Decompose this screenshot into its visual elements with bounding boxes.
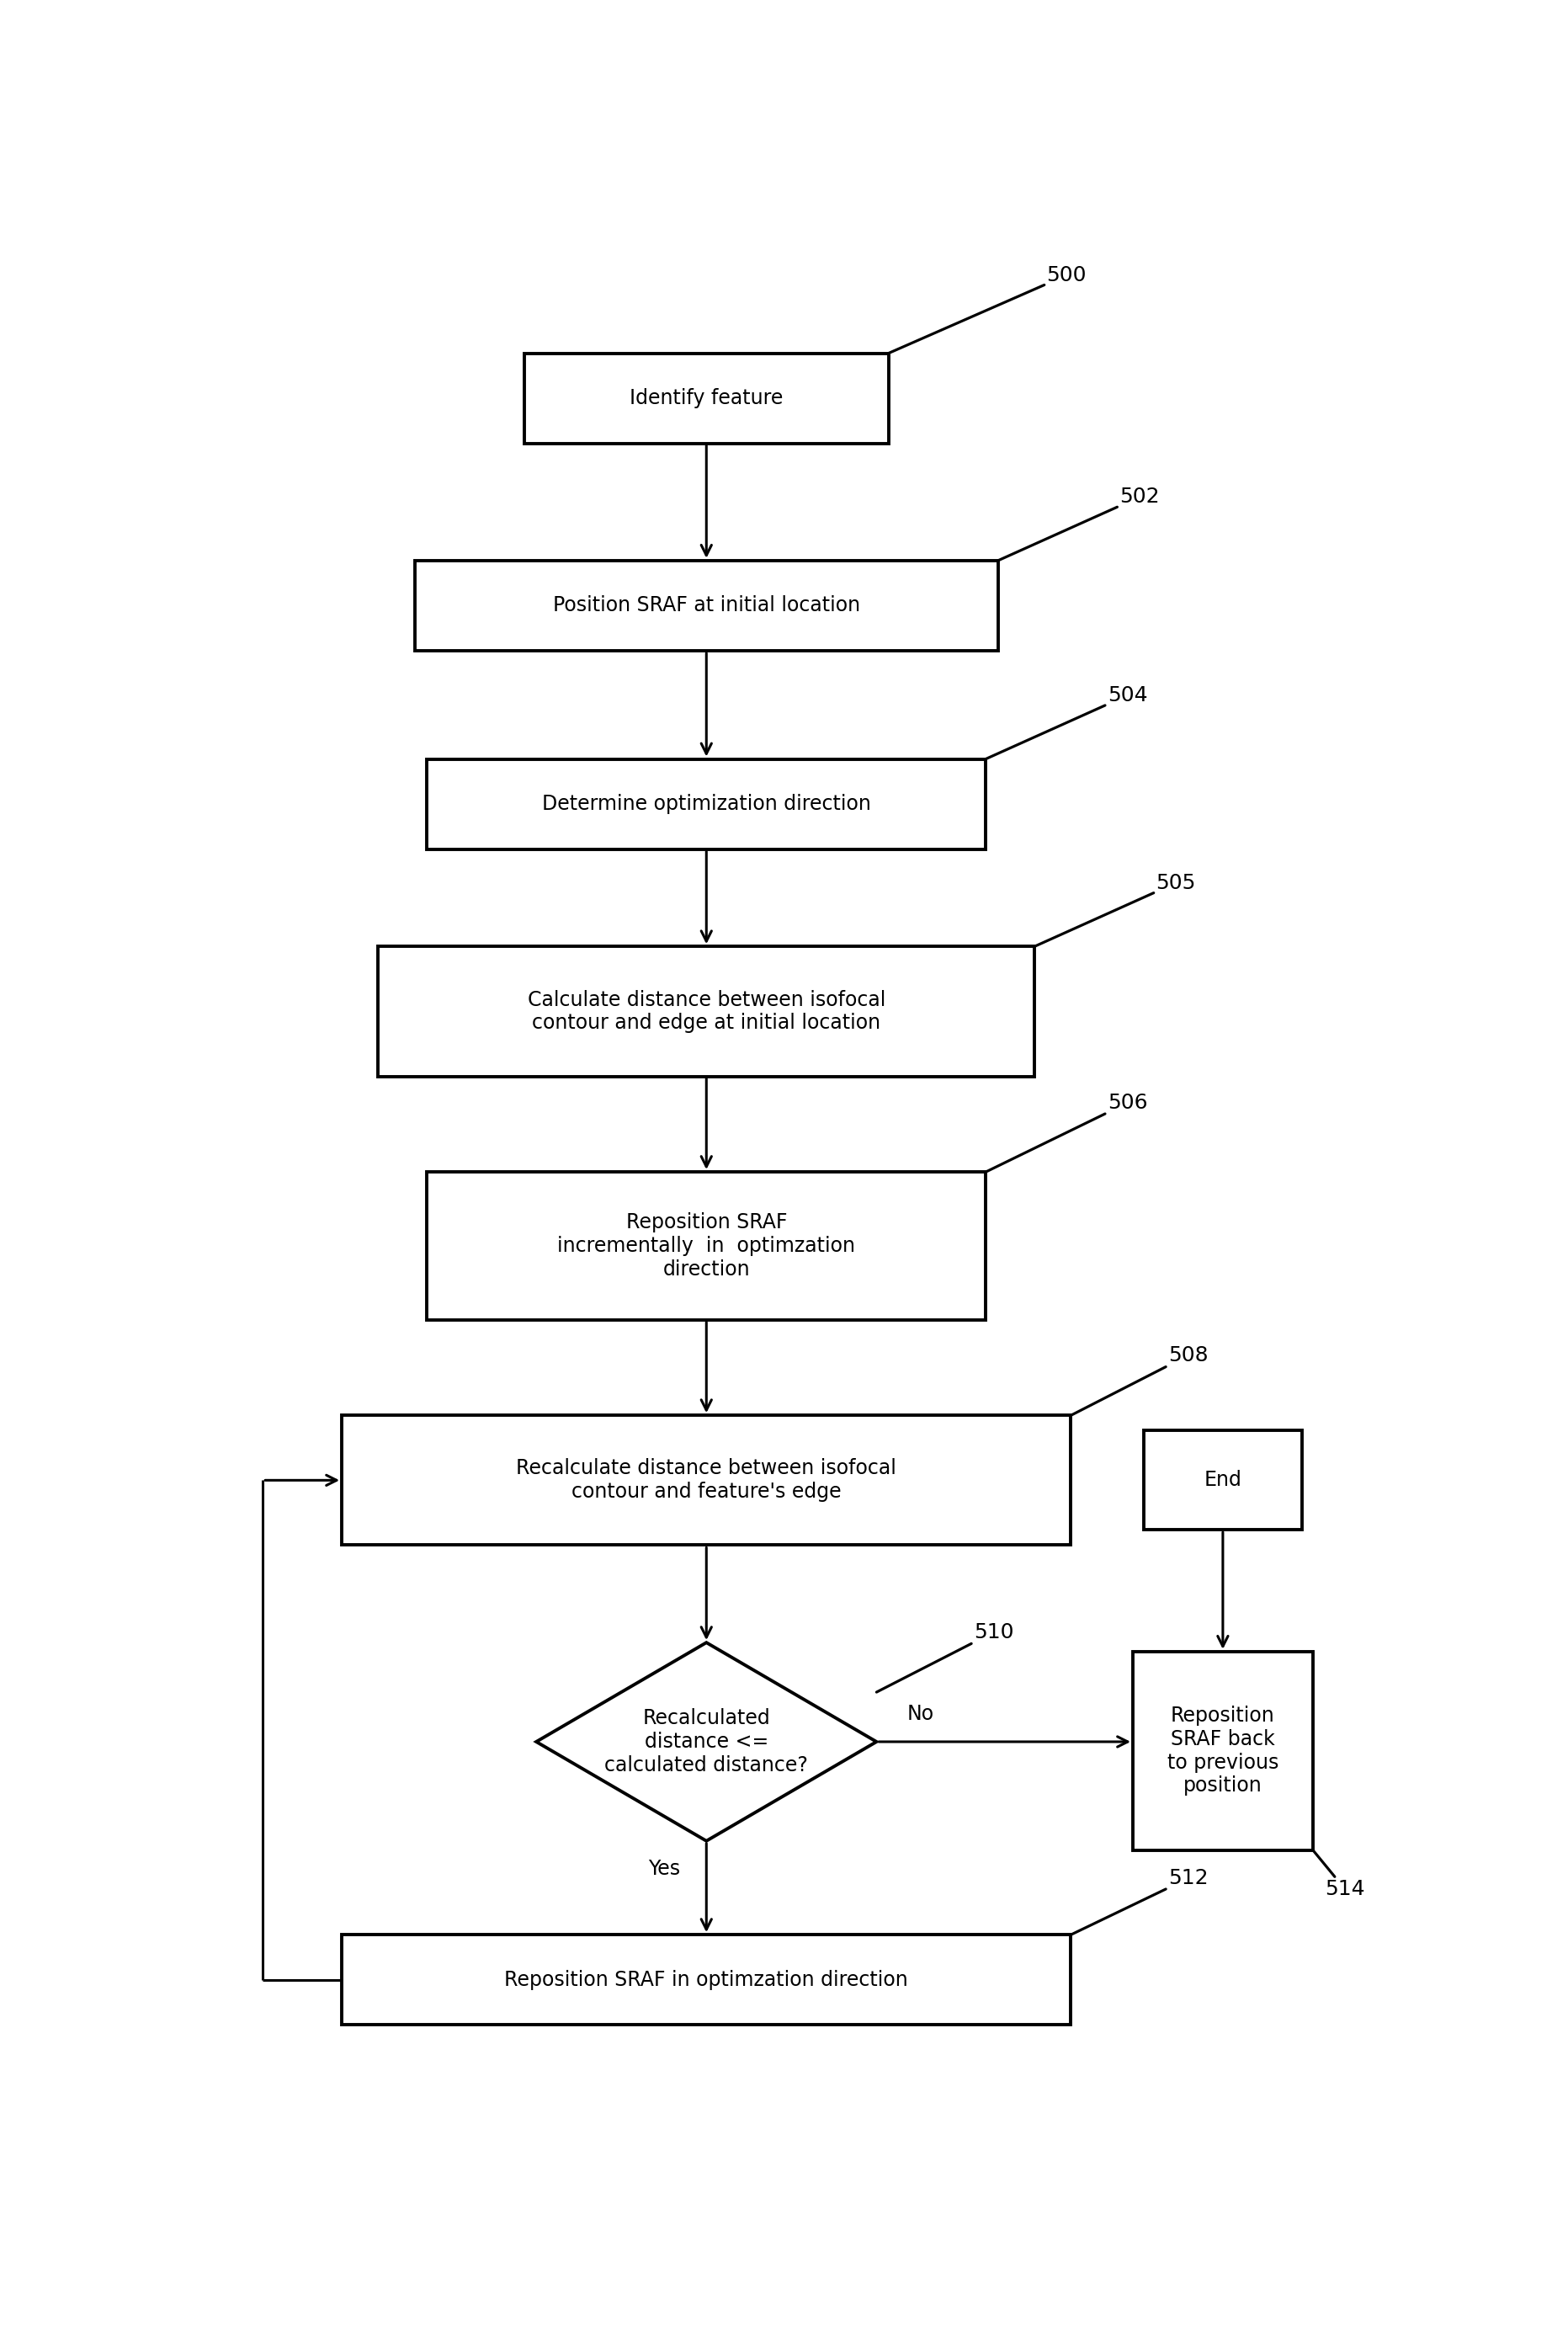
FancyBboxPatch shape (378, 946, 1035, 1077)
FancyBboxPatch shape (1145, 1431, 1301, 1529)
Text: 502: 502 (999, 487, 1160, 560)
Text: 500: 500 (889, 265, 1087, 354)
Text: 506: 506 (986, 1094, 1148, 1171)
FancyBboxPatch shape (426, 759, 986, 850)
Text: 512: 512 (1071, 1869, 1209, 1934)
Polygon shape (536, 1642, 877, 1841)
Text: Identify feature: Identify feature (630, 389, 782, 408)
FancyBboxPatch shape (342, 1934, 1071, 2026)
Text: End: End (1204, 1471, 1242, 1490)
Text: No: No (906, 1703, 935, 1724)
Text: 514: 514 (1312, 1850, 1366, 1899)
Text: 504: 504 (986, 686, 1148, 759)
FancyBboxPatch shape (342, 1415, 1071, 1546)
Text: Position SRAF at initial location: Position SRAF at initial location (554, 595, 859, 616)
Text: 505: 505 (1035, 874, 1196, 946)
Text: Recalculate distance between isofocal
contour and feature's edge: Recalculate distance between isofocal co… (516, 1459, 897, 1501)
FancyBboxPatch shape (524, 354, 889, 443)
Text: 508: 508 (1071, 1344, 1209, 1415)
Text: Reposition SRAF
incrementally  in  optimzation
direction: Reposition SRAF incrementally in optimza… (557, 1213, 856, 1279)
Text: 510: 510 (877, 1623, 1013, 1693)
Text: Determine optimization direction: Determine optimization direction (543, 794, 870, 815)
FancyBboxPatch shape (1134, 1651, 1312, 1850)
FancyBboxPatch shape (426, 1171, 986, 1321)
FancyBboxPatch shape (414, 560, 999, 651)
Text: Recalculated
distance <=
calculated distance?: Recalculated distance <= calculated dist… (605, 1707, 808, 1775)
Text: Reposition
SRAF back
to previous
position: Reposition SRAF back to previous positio… (1167, 1705, 1278, 1796)
Text: Reposition SRAF in optimzation direction: Reposition SRAF in optimzation direction (505, 1970, 908, 1991)
Text: Calculate distance between isofocal
contour and edge at initial location: Calculate distance between isofocal cont… (527, 991, 886, 1033)
Text: Yes: Yes (648, 1860, 681, 1878)
